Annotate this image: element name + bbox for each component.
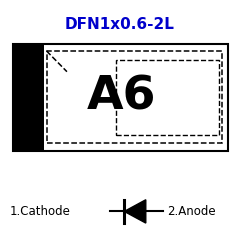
Text: 1.Cathode: 1.Cathode (10, 205, 71, 218)
Bar (47, 51, 222, 143)
Text: DFN1x0.6-2L: DFN1x0.6-2L (65, 17, 174, 32)
Polygon shape (124, 200, 146, 223)
Bar (13, 44, 228, 151)
Bar (116, 60, 219, 135)
Text: A6: A6 (87, 75, 156, 120)
Text: 2.Anode: 2.Anode (167, 205, 216, 218)
Bar (13, 44, 44, 151)
